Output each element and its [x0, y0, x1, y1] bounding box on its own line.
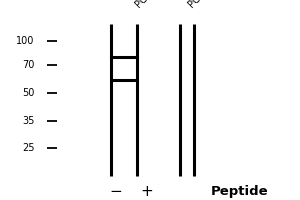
- Text: 35: 35: [22, 116, 34, 126]
- Text: PC-3: PC-3: [134, 0, 156, 9]
- Text: Peptide: Peptide: [211, 184, 269, 198]
- Text: PC-3: PC-3: [186, 0, 209, 9]
- Text: 50: 50: [22, 88, 34, 98]
- Text: +: +: [141, 184, 153, 198]
- Text: 100: 100: [16, 36, 34, 46]
- Text: 70: 70: [22, 60, 34, 70]
- Text: 25: 25: [22, 143, 34, 153]
- Text: −: −: [109, 184, 122, 198]
